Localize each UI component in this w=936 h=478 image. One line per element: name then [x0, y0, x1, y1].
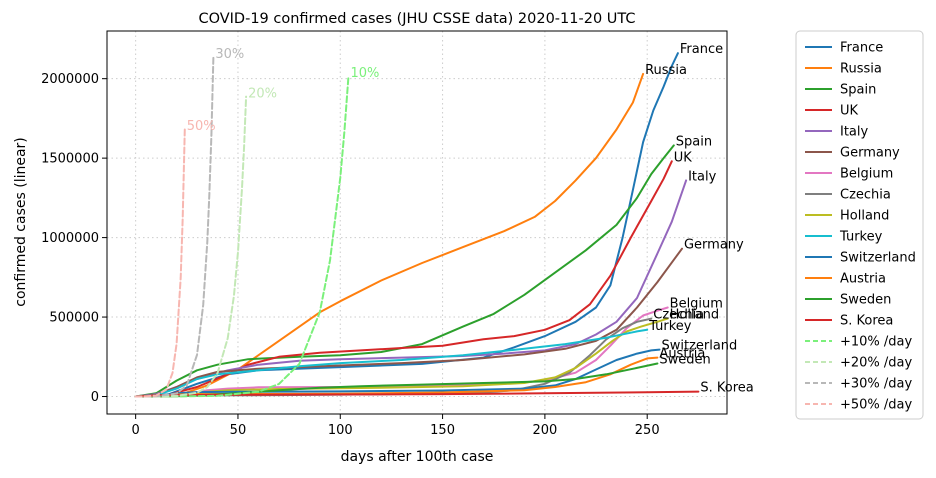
legend-label: Austria [840, 272, 886, 287]
x-tick-label: 200 [532, 423, 557, 438]
series-end-label: Turkey [648, 319, 692, 334]
series-line-spain [134, 144, 675, 398]
legend-label: +20% /day [840, 356, 913, 371]
series-end-label: France [680, 42, 723, 57]
series-end-label: UK [674, 150, 693, 165]
axes-layer: 0 50 100 150 200 250 0 500000 1000000 1500000 2000… [41, 30, 728, 438]
legend-label: +10% /day [840, 335, 913, 350]
legend-label: Czechia [840, 188, 891, 203]
grid-layer [107, 31, 727, 414]
series-end-label: Holland [670, 308, 719, 323]
plot-frame [106, 30, 728, 415]
series-end-label: 20% [248, 87, 277, 102]
legend-label: UK [840, 104, 859, 119]
series-line-20-day [134, 95, 248, 398]
legend-label: Turkey [839, 230, 883, 245]
series-end-label: 30% [215, 47, 244, 62]
series-end-label: Russia [645, 63, 687, 78]
legend-label: Sweden [840, 293, 891, 308]
x-tick-label: 0 [132, 423, 140, 438]
legend-label: +30% /day [840, 377, 913, 392]
series-line-turkey [134, 328, 649, 398]
series-end-label: Belgium [670, 297, 723, 312]
y-tick-label: 2000000 [41, 72, 99, 87]
series-line-switzerland [134, 348, 661, 398]
legend-label: Germany [840, 146, 900, 161]
series-line-germany [134, 247, 683, 398]
series-line-30-day [134, 55, 215, 398]
x-tick-label: 100 [328, 423, 353, 438]
y-tick-label: 500000 [49, 311, 99, 326]
series-line-10-day [134, 74, 350, 398]
series-end-label: Switzerland [661, 339, 737, 354]
series-layer [134, 52, 700, 398]
x-axis-label: days after 100th case [341, 449, 494, 465]
x-tick-label: 50 [230, 423, 247, 438]
y-tick-label: 1000000 [41, 231, 99, 246]
series-line-50-day [134, 128, 186, 398]
chart-title: COVID-19 confirmed cases (JHU CSSE data)… [198, 11, 635, 27]
legend-label: S. Korea [840, 314, 893, 329]
series-end-label: Spain [676, 134, 712, 149]
legend-label: Italy [840, 125, 869, 140]
series-end-label: 10% [350, 66, 379, 81]
series-end-label: Germany [684, 238, 744, 253]
legend-label: Switzerland [840, 251, 916, 266]
x-tick-label: 150 [430, 423, 455, 438]
series-end-label: Czechia [653, 308, 704, 323]
y-axis-label: confirmed cases (linear) [13, 137, 29, 307]
x-tick-label: 250 [635, 423, 660, 438]
y-tick-label: 1500000 [41, 152, 99, 167]
legend-label: France [840, 41, 883, 56]
legend-label: Russia [840, 62, 882, 77]
legend-label: Spain [840, 83, 876, 98]
series-end-label: 50% [187, 119, 216, 134]
legend: France Russia Spain UK Italy Germany Belgium Cz… [795, 30, 924, 420]
legend-label: Holland [840, 209, 889, 224]
y-tick-label: 0 [91, 390, 99, 405]
legend-frame [795, 30, 924, 420]
series-end-label: Italy [688, 169, 717, 184]
legend-label: Belgium [840, 167, 893, 182]
series-end-label: Austria [659, 347, 705, 362]
series-end-label: Sweden [659, 352, 710, 367]
legend-label: +50% /day [840, 398, 913, 413]
